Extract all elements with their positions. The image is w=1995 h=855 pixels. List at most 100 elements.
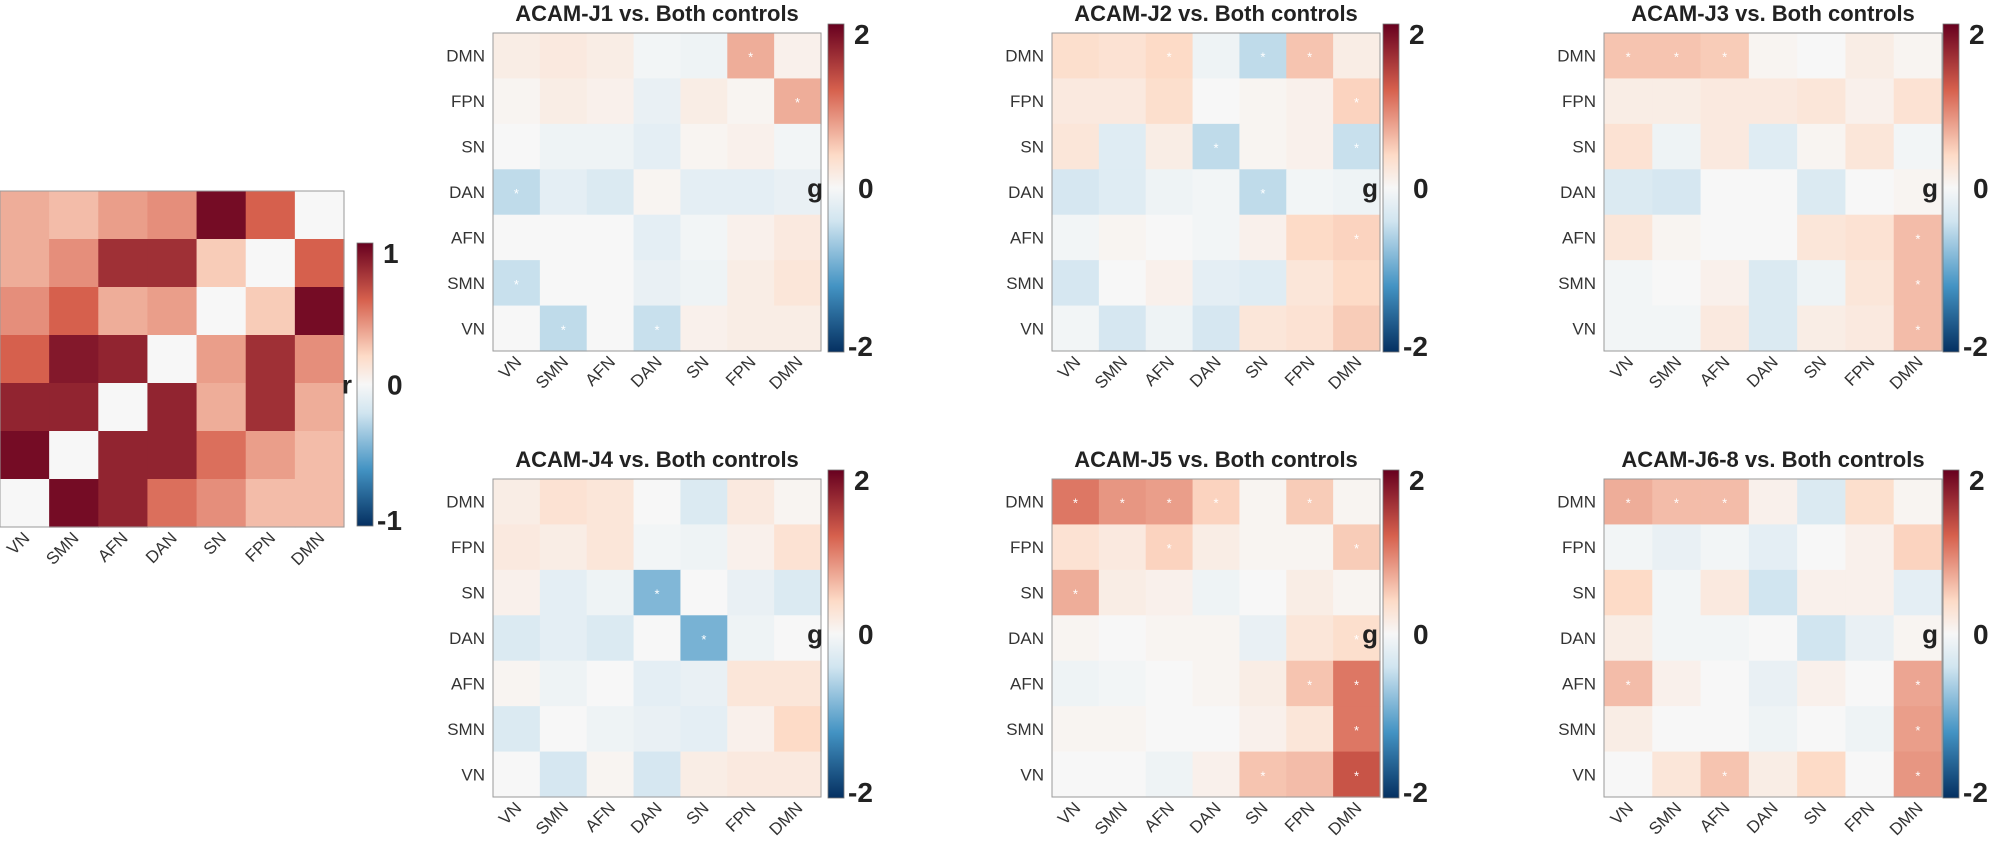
significance-star: *: [1167, 541, 1172, 556]
heatmap-cell: [1845, 123, 1895, 170]
heatmap-cell: [1604, 479, 1653, 526]
heatmap-cell: [680, 751, 728, 798]
heatmap-cell: [1652, 78, 1702, 125]
row-tick-label: SN: [1572, 138, 1596, 157]
heatmap-cell: [586, 260, 635, 307]
heatmap-cell: [1052, 214, 1100, 261]
col-tick-label: SN: [1242, 798, 1272, 828]
heatmap-cell: [196, 239, 247, 288]
heatmap-cell: [1052, 78, 1100, 125]
heatmap-cell: [1286, 214, 1334, 261]
heatmap-cell: [1286, 569, 1334, 616]
significance-star: *: [654, 587, 659, 602]
significance-star: *: [1354, 541, 1359, 556]
heatmap-cell: [98, 431, 149, 480]
heatmap-cell: [774, 524, 822, 571]
heatmap-cell: [98, 287, 149, 336]
heatmap-cell: [1239, 305, 1287, 352]
col-tick-label: DMN: [287, 528, 328, 569]
colorbar-symbol: g: [807, 173, 823, 203]
heatmap-cell: [1333, 660, 1381, 707]
heatmap-cell: [586, 123, 635, 170]
colorbar-zero-label: 0: [858, 173, 874, 204]
colorbar-symbol: g: [1922, 173, 1938, 203]
significance-star: *: [1354, 95, 1359, 110]
heatmap-cell: [1893, 305, 1943, 352]
col-tick-label: AFN: [94, 528, 131, 565]
row-tick-label: DMN: [446, 493, 485, 512]
heatmap-cell: [1286, 751, 1334, 798]
row-tick-label: FPN: [451, 92, 485, 111]
row-tick-label: SN: [1020, 138, 1044, 157]
col-tick-label: AFN: [581, 798, 618, 835]
significance-star: *: [1260, 768, 1265, 783]
row-tick-label: SMN: [1006, 274, 1044, 293]
heatmap-j1: ACAM-J1 vs. Both controls***** *DMNFPNSND…: [446, 1, 873, 393]
row-tick-label: SN: [461, 138, 485, 157]
heatmap-cell: [49, 191, 99, 240]
significance-star: *: [1354, 768, 1359, 783]
heatmap-cell: [49, 335, 99, 384]
heatmap-cell: [586, 706, 635, 753]
heatmap-cell: [1845, 524, 1895, 571]
heatmap-cell: [1145, 569, 1194, 616]
significance-star: *: [1354, 231, 1359, 246]
heatmap-cell: [1652, 260, 1702, 307]
col-tick-label: VN: [495, 352, 525, 382]
heatmap-cell: [727, 479, 775, 526]
heatmap-cell: [1893, 260, 1943, 307]
heatmap-cell: [1700, 305, 1750, 352]
col-tick-label: SMN: [1645, 798, 1685, 838]
heatmap-cell: [1845, 660, 1895, 707]
heatmap-cell: [539, 305, 588, 352]
heatmap-cell: [1700, 660, 1750, 707]
heatmap-cell: [1192, 78, 1241, 125]
significance-star: *: [1260, 186, 1265, 201]
heatmap-cell: [1604, 33, 1653, 80]
heatmap-cell: [1604, 123, 1653, 170]
heatmap-cell: [1239, 660, 1287, 707]
heatmap-cell: [1286, 123, 1334, 170]
colorbar: [1382, 469, 1400, 799]
heatmap-cell: [633, 524, 682, 571]
colorbar-min-label: -1: [377, 505, 402, 536]
heatmap-cell: [1192, 305, 1241, 352]
heatmap-cell: [774, 260, 822, 307]
heatmap-cell: [1192, 615, 1241, 662]
heatmap-cell: [49, 239, 99, 288]
heatmap-cell: [774, 123, 822, 170]
heatmap-cell: [1893, 706, 1943, 753]
heatmap-cell: [680, 78, 728, 125]
heatmap-cell: [1604, 305, 1653, 352]
heatmap-cell: [1797, 305, 1847, 352]
plot-frame: [1051, 478, 1381, 798]
colorbar: [1942, 469, 1960, 799]
heatmap-cell: [1192, 260, 1241, 307]
heatmap-cell: [1748, 33, 1798, 80]
heatmap-cell: [680, 706, 728, 753]
heatmap-cell: [1192, 524, 1241, 571]
significance-star: *: [1626, 50, 1631, 65]
row-tick-label: VN: [1572, 319, 1596, 338]
heatmap-cell: [1748, 524, 1798, 571]
heatmap-cell: [680, 615, 728, 662]
heatmap-cell: [1700, 169, 1750, 216]
heatmap-cell: [1098, 260, 1147, 307]
chart-title: ACAM-J2 vs. Both controls: [1074, 1, 1358, 26]
colorbar-symbol: g: [807, 619, 823, 649]
heatmap-j5: ACAM-J5 vs. Both controls * * * * * * * * * * * * * * D…: [1005, 447, 1428, 839]
chart-title: ACAM-J5 vs. Both controls: [1074, 447, 1358, 472]
heatmap-cell: [1333, 524, 1381, 571]
heatmap-cell: [1893, 169, 1943, 216]
heatmap-cell: [0, 287, 50, 336]
heatmap-cell: [49, 431, 99, 480]
heatmap-cell: [1052, 260, 1100, 307]
col-tick-label: DAN: [1743, 798, 1782, 837]
heatmap-cell: [586, 660, 635, 707]
significance-star: *: [1722, 496, 1727, 511]
heatmap-cell: [1652, 214, 1702, 261]
heatmap-cell: [1893, 751, 1943, 798]
heatmap-cell: [1700, 479, 1750, 526]
col-tick-label: DMN: [1886, 352, 1927, 393]
heatmap-cell: [1333, 751, 1381, 798]
